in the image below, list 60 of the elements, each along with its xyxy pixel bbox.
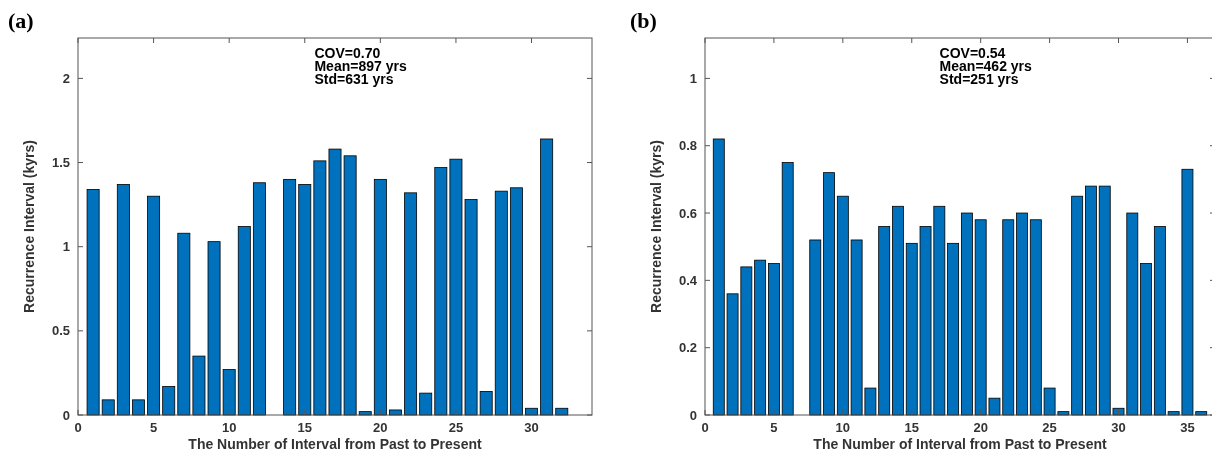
x-tick-label: 0: [74, 420, 82, 435]
x-tick-label: 35: [1180, 420, 1195, 435]
bar: [162, 385, 176, 416]
bar: [960, 212, 973, 416]
bar: [237, 226, 251, 416]
x-tick-label: 25: [1042, 420, 1057, 435]
bar: [283, 178, 297, 416]
x-tick-label: 15: [297, 420, 312, 435]
y-axis-title: Recurrence Interval (kyrs): [648, 140, 664, 313]
bar: [101, 399, 115, 416]
bar: [768, 263, 780, 416]
y-axis-title: Recurrence Interval (kyrs): [21, 140, 37, 313]
x-axis-title: The Number of Interval from Past to Present: [813, 436, 1107, 452]
annotation: COV=0.54: [939, 45, 1006, 61]
bar: [252, 182, 266, 416]
bar: [509, 187, 523, 416]
bar: [1140, 263, 1152, 416]
x-tick-label: 30: [524, 420, 539, 435]
bar: [494, 190, 508, 416]
bar: [781, 162, 794, 416]
x-tick-label: 20: [373, 420, 388, 435]
x-tick-label: 0: [701, 420, 709, 435]
x-tick-label: 5: [149, 420, 158, 435]
y-tick-label: 1: [689, 70, 697, 86]
y-tick-label: 0.2: [678, 340, 697, 356]
x-tick-label: 10: [221, 420, 237, 435]
bar: [823, 172, 835, 416]
annotation: COV=0.70: [314, 45, 381, 61]
bar: [892, 205, 904, 416]
x-tick-label: 20: [973, 420, 988, 435]
bar: [147, 195, 161, 416]
bar: [947, 242, 960, 416]
bar: [132, 399, 145, 416]
y-tick-label: 2: [62, 70, 70, 86]
x-tick-label: 15: [904, 420, 919, 435]
chart-title: (b): [630, 8, 657, 33]
y-tick-label: 0.4: [678, 272, 698, 288]
y-tick-label: 0.6: [678, 205, 697, 221]
bar: [298, 184, 312, 416]
bar: [116, 184, 130, 416]
y-tick-label: 0.5: [51, 323, 70, 339]
y-tick-label: 0: [62, 407, 70, 423]
x-axis-title: The Number of Interval from Past to Present: [188, 436, 482, 452]
y-tick-label: 0: [689, 407, 697, 423]
chart-title: (a): [8, 8, 34, 33]
bar: [540, 138, 554, 416]
x-tick-label: 30: [1111, 420, 1126, 435]
bar: [419, 392, 433, 416]
x-tick-label: 5: [770, 420, 778, 435]
bar: [1085, 185, 1097, 416]
x-tick-label: 25: [448, 420, 464, 435]
bar: [809, 239, 822, 416]
x-tick-label: 10: [835, 420, 851, 435]
bar: [373, 178, 387, 416]
y-tick-label: 0.8: [678, 138, 697, 154]
bar: [404, 192, 418, 416]
bar: [86, 189, 100, 416]
y-tick-label: 1: [62, 239, 70, 255]
bar: [1016, 212, 1028, 416]
y-tick-label: 1.5: [51, 155, 70, 171]
